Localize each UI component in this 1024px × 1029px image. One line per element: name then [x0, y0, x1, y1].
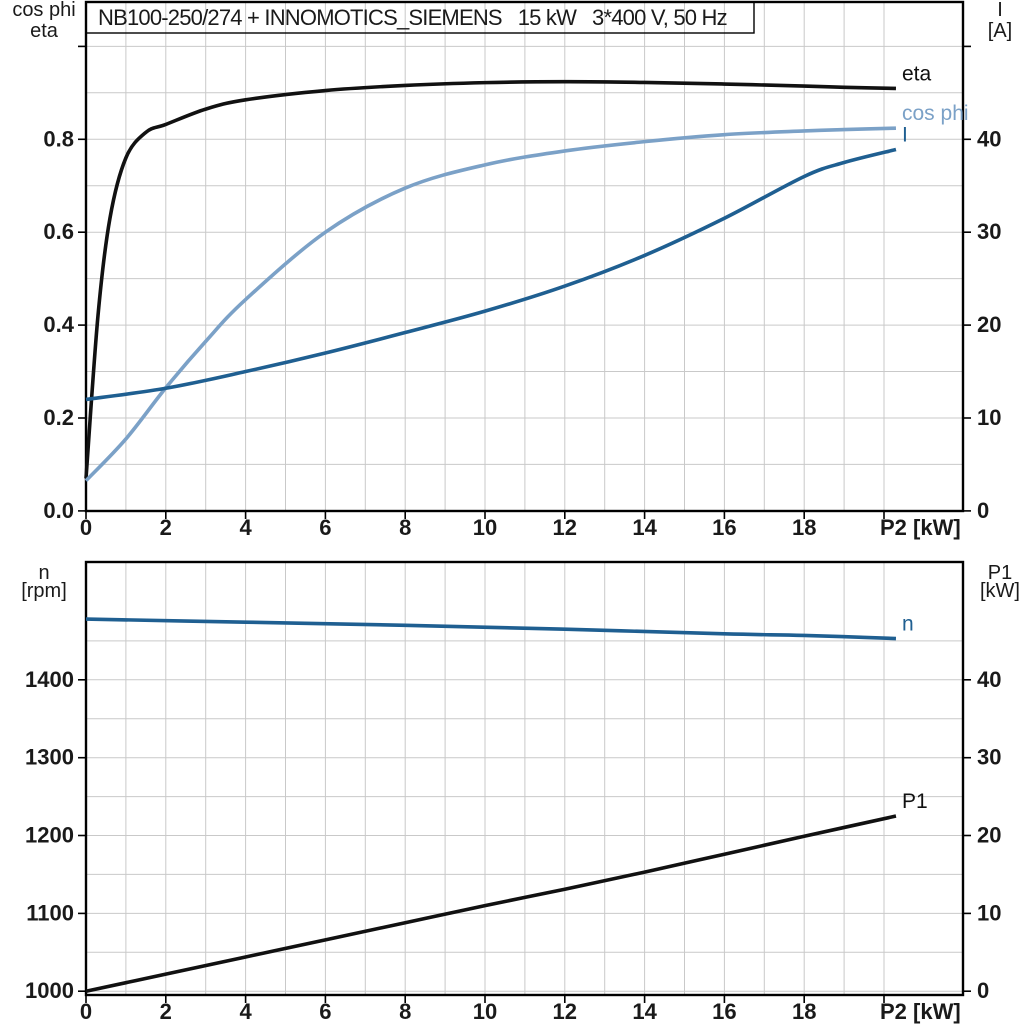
svg-text:0: 0: [977, 978, 989, 1003]
svg-text:20: 20: [977, 823, 1001, 848]
svg-text:16: 16: [712, 515, 736, 540]
svg-text:0.8: 0.8: [43, 126, 74, 151]
svg-text:cos phi: cos phi: [12, 0, 75, 21]
svg-text:0: 0: [977, 498, 989, 523]
svg-text:18: 18: [792, 999, 816, 1024]
svg-text:16: 16: [712, 999, 736, 1024]
svg-text:0.2: 0.2: [43, 405, 74, 430]
svg-text:0: 0: [80, 999, 92, 1024]
svg-text:P2 [kW]: P2 [kW]: [880, 515, 961, 540]
svg-text:30: 30: [977, 745, 1001, 770]
svg-text:4: 4: [239, 999, 252, 1024]
svg-text:[rpm]: [rpm]: [21, 580, 67, 602]
svg-text:12: 12: [553, 999, 577, 1024]
svg-text:40: 40: [977, 126, 1001, 151]
svg-text:cos phi: cos phi: [902, 102, 969, 125]
svg-text:30: 30: [977, 219, 1001, 244]
svg-text:1000: 1000: [25, 978, 74, 1003]
svg-text:1400: 1400: [25, 667, 74, 692]
svg-text:0.6: 0.6: [43, 219, 74, 244]
svg-text:6: 6: [319, 515, 331, 540]
svg-text:0: 0: [80, 515, 92, 540]
svg-text:2: 2: [160, 515, 172, 540]
svg-text:1200: 1200: [25, 823, 74, 848]
svg-text:[A]: [A]: [988, 20, 1012, 42]
svg-text:14: 14: [632, 999, 657, 1024]
svg-text:eta: eta: [30, 20, 59, 42]
svg-text:6: 6: [319, 999, 331, 1024]
svg-text:8: 8: [399, 999, 411, 1024]
svg-text:1300: 1300: [25, 745, 74, 770]
svg-text:8: 8: [399, 515, 411, 540]
svg-text:I: I: [997, 0, 1003, 21]
svg-text:10: 10: [977, 405, 1001, 430]
svg-text:[kW]: [kW]: [980, 580, 1020, 602]
svg-text:1100: 1100: [26, 900, 74, 925]
svg-text:20: 20: [977, 312, 1001, 337]
svg-text:10: 10: [473, 999, 497, 1024]
svg-text:I: I: [902, 124, 908, 147]
svg-text:0.0: 0.0: [43, 498, 74, 523]
svg-text:14: 14: [632, 515, 657, 540]
svg-text:0.4: 0.4: [43, 312, 74, 337]
svg-text:10: 10: [473, 515, 497, 540]
svg-text:2: 2: [160, 999, 172, 1024]
svg-text:NB100-250/274 + INNOMOTICS_SIE: NB100-250/274 + INNOMOTICS_SIEMENS 15 kW…: [98, 5, 727, 30]
svg-text:n: n: [902, 613, 914, 636]
svg-text:12: 12: [553, 515, 577, 540]
svg-text:P1: P1: [902, 790, 928, 813]
svg-text:10: 10: [977, 900, 1001, 925]
svg-text:eta: eta: [902, 62, 932, 85]
svg-text:4: 4: [239, 515, 252, 540]
svg-text:18: 18: [792, 515, 816, 540]
svg-text:40: 40: [977, 667, 1001, 692]
svg-text:P2 [kW]: P2 [kW]: [880, 999, 961, 1024]
